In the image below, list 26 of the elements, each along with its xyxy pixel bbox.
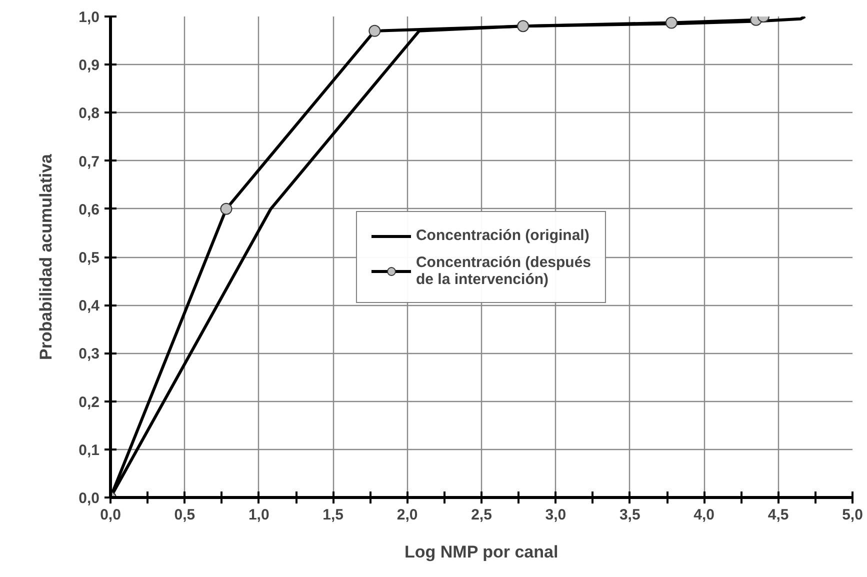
y-tick-label: 0,0 bbox=[78, 490, 100, 507]
x-tick-label: 0,0 bbox=[100, 506, 121, 524]
y-tick-label: 1,0 bbox=[78, 9, 100, 26]
x-tick-label: 1,5 bbox=[322, 506, 344, 524]
y-tick-label: 0,4 bbox=[78, 298, 100, 315]
x-tick-label: 5,0 bbox=[842, 506, 863, 524]
x-tick-label: 3,0 bbox=[545, 506, 566, 524]
y-tick-label: 0,5 bbox=[78, 250, 100, 266]
y-axis-title: Probabilidad acumulativa bbox=[36, 153, 56, 360]
x-tick-label: 2,0 bbox=[396, 506, 418, 524]
y-tick-label: 0,6 bbox=[78, 201, 100, 218]
y-tick-label: 0,1 bbox=[78, 442, 100, 459]
y-tick-label: 0,8 bbox=[78, 105, 100, 122]
x-tick-label: 0,5 bbox=[174, 506, 196, 524]
x-tick-label: 4,5 bbox=[768, 506, 789, 524]
x-tick-label: 2,5 bbox=[471, 506, 492, 524]
y-tick-label: 0,2 bbox=[78, 394, 100, 411]
legend-label: Concentración (original) bbox=[416, 227, 590, 244]
legend-label: Concentración (después de la intervención) bbox=[416, 254, 592, 288]
y-tick-label: 0,3 bbox=[78, 346, 100, 363]
x-axis-title: Log NMP por canal bbox=[404, 542, 558, 562]
y-tick-label: 0,7 bbox=[78, 153, 100, 170]
x-tick-label: 4,0 bbox=[694, 506, 715, 524]
y-tick-label: 0,9 bbox=[78, 57, 100, 74]
x-tick-label: 3,5 bbox=[619, 506, 640, 524]
x-tick-label: 1,0 bbox=[248, 506, 270, 524]
